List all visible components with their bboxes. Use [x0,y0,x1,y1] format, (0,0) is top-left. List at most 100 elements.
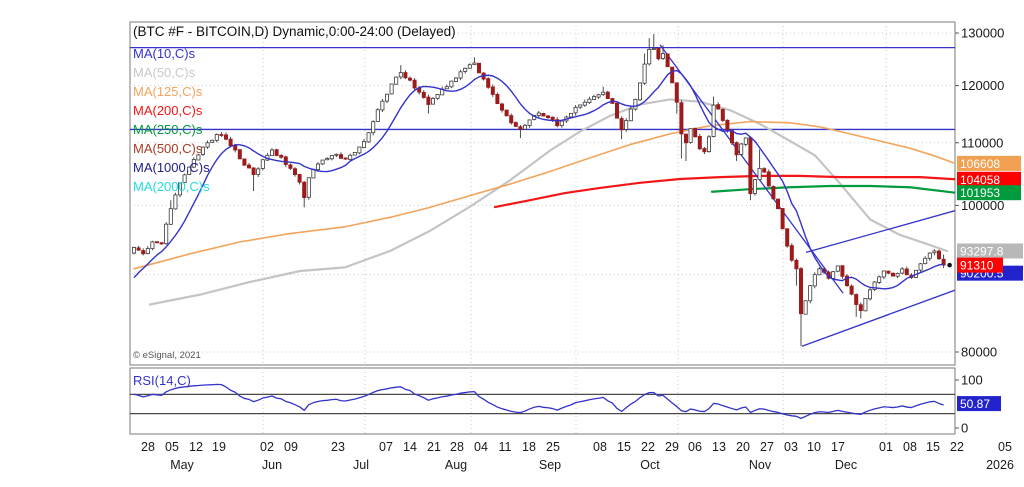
week-tick-label: 28 [141,440,155,454]
candle-down [854,294,859,305]
week-tick-label: 17 [831,440,845,454]
main-price-pane[interactable] [129,21,956,366]
candle-up [435,94,440,99]
candle-down [725,119,730,132]
week-tick-label: 19 [212,440,226,454]
candle-down [283,156,288,165]
candle-up [472,62,477,66]
ma125-line [133,120,955,270]
candle-up [624,120,629,130]
candle-down [555,119,560,127]
candle-down [886,270,891,274]
candle-down [858,304,863,312]
candle-down [279,154,284,158]
candle-down [412,79,417,89]
price-axis[interactable]: 130000 120000 110000 100000 80000 106608 10405… [955,26,1023,436]
month-label: 2026 [986,458,1014,472]
candle-up [863,298,868,312]
candle-down [679,102,684,135]
candle-up [361,141,366,148]
week-tick-label: 22 [641,440,655,454]
candle-up [430,98,435,105]
candle-up [711,104,716,137]
week-tick-label: 15 [617,440,631,454]
candle-up [256,168,261,175]
candle-down [891,272,896,277]
candle-down [518,126,523,130]
candle-up [628,108,633,122]
week-tick-label: 08 [903,440,917,454]
candle-up [348,154,353,160]
candle-up [601,91,606,95]
month-label: Jul [353,458,369,472]
week-tick-label: 01 [879,440,893,454]
candle-down [670,66,675,84]
month-label: Oct [640,458,660,472]
candle-up [131,247,136,254]
trendline [801,289,955,347]
ma-legend: MA(10,C)s MA(50,C)s MA(125,C)s MA(200,C)s MA… [133,46,210,194]
candle-up [453,77,458,82]
candle-up [812,274,817,287]
legend-ma-500-c-s: MA(500,C)s [133,141,203,156]
last-price-flag-label: 91310 [960,259,994,273]
candle-up [688,128,693,143]
candle-up [398,72,403,78]
week-tick-label: 23 [331,440,345,454]
trendline [805,210,955,254]
time-axis[interactable]: 28 05 12 19 02 09 23 07 14 21 28 04 11 18 25 08 15 22 29 06… [141,440,1014,472]
ma-value-flag-box [957,155,1021,171]
candle-down [297,174,302,183]
candle-down [840,265,845,277]
candle-up [707,136,712,153]
candle-up [523,124,528,130]
candle-down [246,164,251,169]
candle-up [739,143,744,155]
candle-up [808,285,813,302]
week-tick-label: 27 [760,440,774,454]
candle-up [642,63,647,84]
candle-down [219,134,224,136]
legend-ma-50-c-s: MA(50,C)s [133,65,196,80]
week-tick-label: 12 [189,440,203,454]
candle-up [260,159,265,169]
candle-down [730,130,735,144]
candle-up [357,146,362,154]
candle-up [458,71,463,79]
candle-up [177,182,182,196]
candle-up [214,134,219,141]
candle-down [486,78,491,88]
candle-down [605,91,610,99]
chart-title: (BTC #F - BITCOIN,D) Dynamic,0:00-24:00 … [133,24,456,39]
candle-up [932,250,937,254]
candle-up [173,194,178,210]
ma-value-flag-label: 101953 [960,186,1000,200]
candle-up [380,100,385,111]
legend-ma-125-c-s: MA(125,C)s [133,84,203,99]
candle-up [329,155,334,160]
candle-down [674,82,679,103]
candle-up [743,137,748,145]
week-tick-label: 20 [736,440,750,454]
legend-ma-200-c-s: MA(200,C)s [133,103,203,118]
month-label: Dec [835,458,857,472]
candle-down [619,118,624,131]
rsi-pane[interactable] [129,367,956,435]
candle-up [444,86,449,90]
ma10-line [133,69,944,290]
candle-down [421,91,426,98]
candle-down [785,228,790,247]
candle-up [187,166,192,175]
candle-up [569,112,574,118]
rsi-line [133,383,944,420]
candle-up [757,167,762,180]
candle-up [592,96,597,100]
month-label: Jun [262,458,282,472]
candle-down [546,115,551,118]
candle-down [684,133,689,144]
week-tick-label: 25 [546,440,560,454]
candle-down [762,168,767,173]
candle-up [352,152,357,156]
last-price-marker [947,262,952,268]
candle-down [702,148,707,153]
